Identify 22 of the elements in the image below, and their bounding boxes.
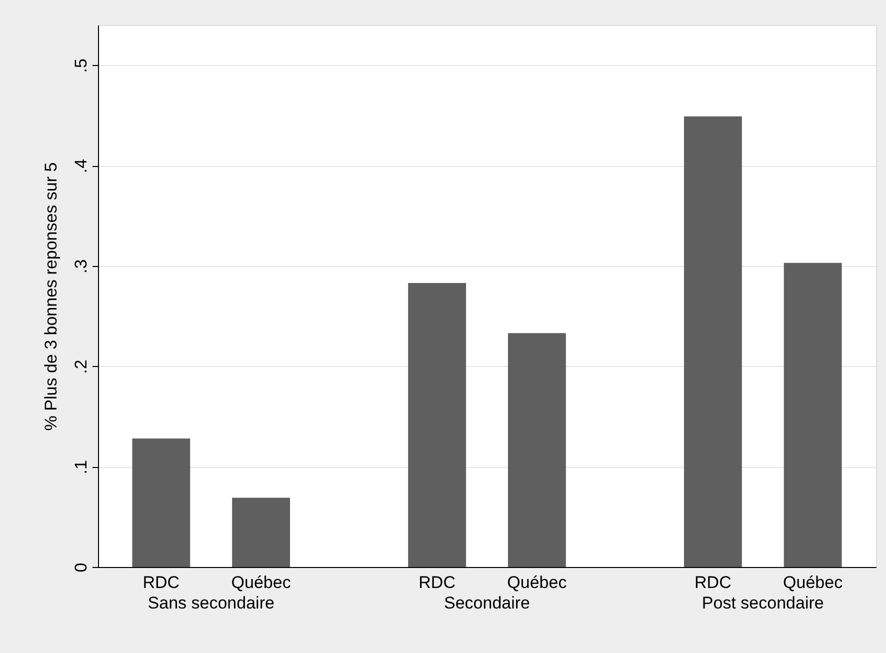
bar (132, 438, 190, 567)
series-label: RDC (142, 573, 180, 592)
y-tick-label: 0 (72, 562, 90, 572)
text: RDC (418, 573, 456, 592)
y-tick-label: .3 (72, 259, 90, 274)
series-label: Québec (231, 573, 292, 592)
bar (408, 282, 466, 567)
y-tick-label: .2 (72, 360, 90, 374)
bar (232, 498, 290, 567)
x-tick-label: Secondaire (444, 594, 530, 612)
text: RDC (694, 573, 732, 592)
y-axis-title: % Plus de 3 bonnes reponses sur 5 (42, 162, 60, 431)
bar (508, 333, 566, 567)
bar (684, 116, 742, 567)
y-tick-label: .1 (72, 460, 90, 474)
y-tick-label: .5 (72, 58, 90, 73)
x-tick-label: Sans secondaire (148, 594, 274, 612)
y-tick-label: .4 (72, 158, 90, 174)
text: Québec (507, 573, 567, 592)
bar (784, 262, 842, 567)
x-tick-label: Post secondaire (702, 594, 824, 612)
text: Québec (783, 573, 843, 592)
